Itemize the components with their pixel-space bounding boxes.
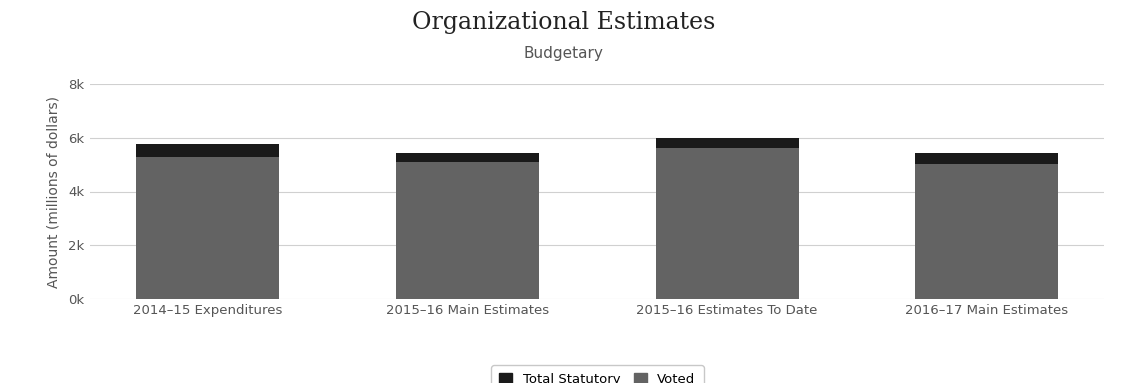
Y-axis label: Amount (millions of dollars): Amount (millions of dollars)	[46, 95, 60, 288]
Bar	[915, 153, 1058, 164]
Bar	[915, 164, 1058, 299]
Bar	[136, 157, 279, 299]
Bar	[136, 144, 279, 157]
Bar	[396, 162, 539, 299]
Bar	[656, 137, 799, 147]
Legend: Total Statutory, Voted: Total Statutory, Voted	[491, 365, 703, 383]
Bar	[656, 147, 799, 299]
Text: Budgetary: Budgetary	[524, 46, 603, 61]
Text: Organizational Estimates: Organizational Estimates	[411, 11, 716, 34]
Bar	[396, 152, 539, 162]
